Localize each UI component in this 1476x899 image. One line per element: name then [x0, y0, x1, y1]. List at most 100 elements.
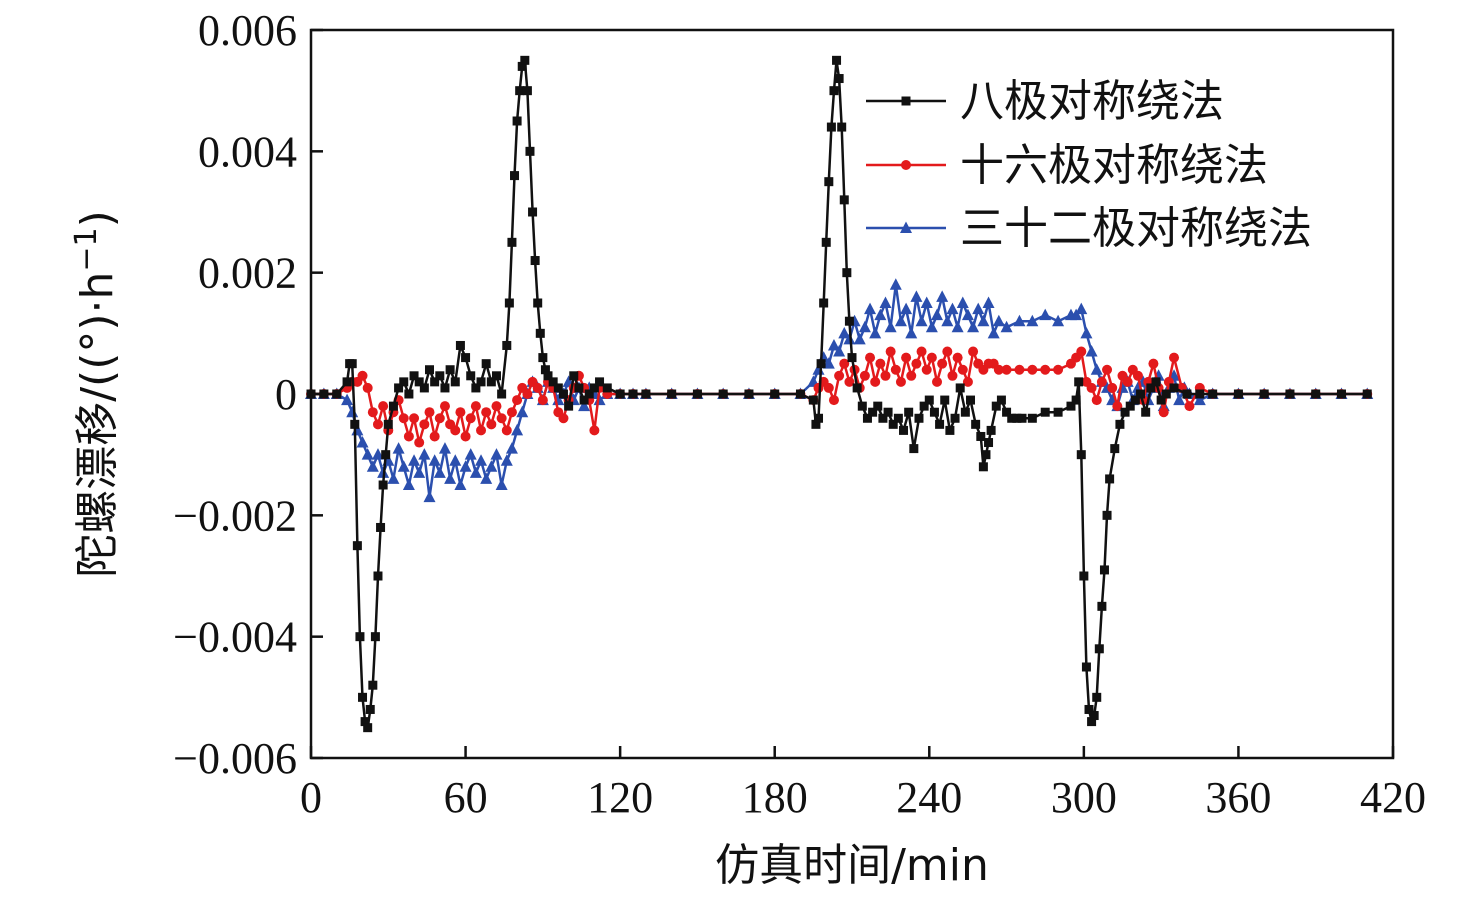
- data-point: [978, 462, 988, 472]
- data-point: [1053, 407, 1063, 417]
- data-point: [1182, 389, 1192, 399]
- data-point: [885, 346, 896, 357]
- data-point: [1026, 314, 1039, 327]
- data-point: [403, 431, 414, 442]
- data-point: [1089, 711, 1099, 721]
- y-tick-label: −0.002: [173, 491, 297, 540]
- data-point: [574, 383, 584, 393]
- data-point: [821, 237, 831, 247]
- y-tick-label: 0.002: [198, 249, 297, 298]
- data-point: [961, 308, 974, 321]
- data-point: [346, 405, 359, 418]
- data-point: [356, 436, 369, 448]
- y-tick-label: −0.006: [173, 734, 297, 783]
- data-point: [827, 338, 840, 351]
- data-point: [911, 358, 922, 369]
- data-point: [925, 320, 938, 333]
- data-point: [1112, 401, 1123, 412]
- data-point: [512, 395, 523, 406]
- data-point: [847, 353, 857, 363]
- data-point: [1208, 389, 1218, 399]
- data-point: [1080, 326, 1093, 339]
- data-point: [558, 389, 568, 399]
- legend-label: 三十二极对称绕法: [960, 203, 1312, 254]
- x-tick-label: 180: [742, 773, 808, 822]
- data-point: [538, 353, 548, 363]
- data-point: [947, 370, 958, 381]
- data-point: [595, 377, 605, 387]
- data-point: [795, 389, 805, 399]
- data-point: [828, 395, 839, 406]
- data-point: [915, 314, 928, 327]
- data-point: [471, 383, 481, 393]
- data-point: [535, 328, 545, 338]
- data-point: [857, 401, 867, 411]
- data-point: [578, 399, 591, 412]
- data-point: [388, 401, 398, 411]
- data-point: [584, 389, 594, 399]
- y-tick-label: −0.004: [173, 613, 297, 662]
- data-point: [936, 290, 949, 302]
- data-point: [425, 365, 435, 375]
- data-point: [1097, 601, 1107, 611]
- data-point: [460, 431, 471, 442]
- data-point: [955, 383, 965, 393]
- data-point: [839, 195, 849, 205]
- data-point: [466, 371, 476, 381]
- data-point: [966, 395, 976, 405]
- data-point: [937, 358, 948, 369]
- data-point: [906, 370, 917, 381]
- data-point: [435, 371, 445, 381]
- data-point: [844, 316, 854, 326]
- data-point: [319, 389, 329, 399]
- data-point: [543, 371, 553, 381]
- data-point: [1075, 302, 1088, 315]
- data-point: [808, 395, 818, 405]
- data-point: [814, 413, 824, 423]
- data-point: [1040, 407, 1050, 417]
- data-point: [822, 357, 835, 369]
- tick-layer: 0 60 120 180 240 300 360 4200.0060.0040.0020−0.…: [173, 6, 1426, 822]
- data-point: [987, 326, 1000, 339]
- data-point: [372, 419, 383, 430]
- data-point: [409, 413, 420, 424]
- data-point: [342, 377, 352, 387]
- data-point: [901, 352, 912, 363]
- data-point: [537, 395, 548, 406]
- data-point: [924, 395, 934, 405]
- data-point: [579, 395, 589, 405]
- data-point: [1040, 364, 1051, 375]
- y-axis-title: 陀螺漂移/((°)·h−1): [69, 210, 123, 578]
- data-point: [589, 383, 599, 393]
- data-point: [628, 389, 638, 399]
- data-point: [378, 480, 388, 490]
- data-point: [972, 302, 985, 315]
- data-point: [1001, 364, 1012, 375]
- data-point: [842, 268, 852, 278]
- data-point: [450, 377, 460, 387]
- data-point: [392, 442, 405, 454]
- legend-item-1: 八极对称绕法: [866, 76, 1224, 127]
- data-point: [409, 371, 419, 381]
- data-point: [1161, 389, 1171, 399]
- data-point: [528, 207, 538, 217]
- legend-marker: [901, 96, 911, 106]
- data-point: [946, 302, 959, 315]
- data-point: [1195, 389, 1205, 399]
- data-point: [408, 454, 421, 466]
- data-point: [428, 454, 441, 466]
- data-point: [977, 314, 990, 327]
- data-point: [398, 413, 409, 424]
- data-point: [910, 290, 923, 302]
- data-point: [1132, 370, 1143, 381]
- data-point: [540, 365, 550, 375]
- data-point: [361, 448, 374, 460]
- data-point: [1096, 376, 1107, 387]
- legend-label: 十六极对称绕法: [960, 140, 1268, 191]
- data-point: [1066, 401, 1076, 411]
- data-point: [1039, 308, 1052, 321]
- y-axis-title-main: 陀螺漂移/((°)·h: [72, 272, 123, 578]
- data-point: [950, 413, 960, 423]
- data-point: [1027, 364, 1038, 375]
- data-point: [569, 371, 579, 381]
